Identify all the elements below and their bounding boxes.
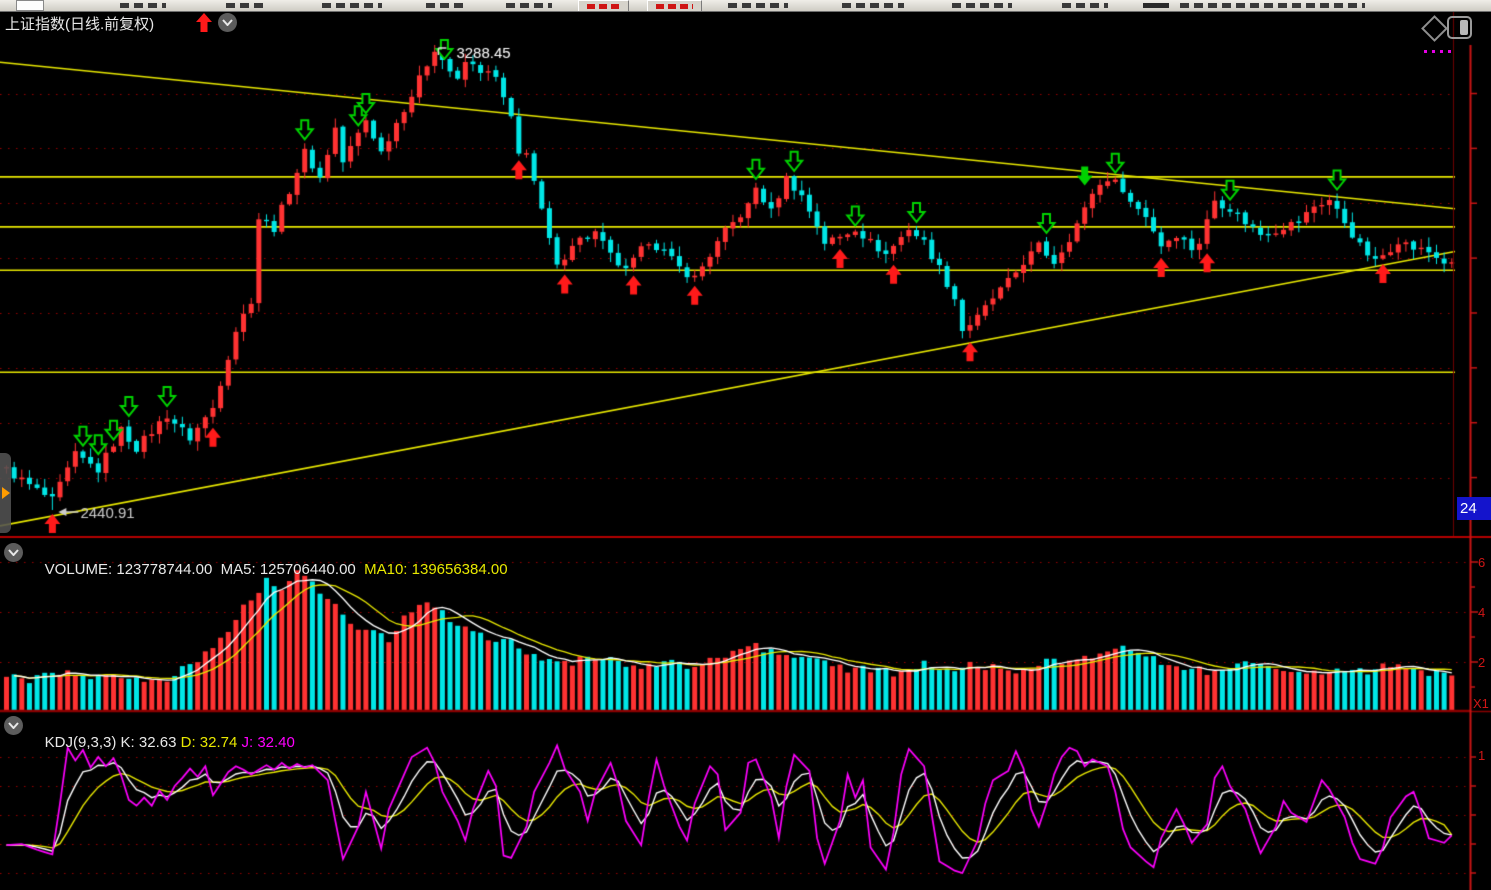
left-panel-expander[interactable] — [0, 453, 11, 533]
toolbar-button-fragment[interactable] — [647, 0, 702, 11]
kdj-collapse-button[interactable] — [4, 716, 23, 735]
chart-title: 上证指数(日线.前复权) — [5, 16, 155, 33]
kdj-header: KDJ(9,3,3) K: 32.63 D: 32.74 J: 32.40 — [28, 717, 295, 768]
kdj-title: KDJ(9,3,3) — [44, 734, 117, 751]
volume-header: VOLUME: 123778744.00 MA5: 125706440.00 M… — [28, 544, 508, 595]
kdj-j-value: J: 32.40 — [241, 734, 295, 751]
menu-item-fragment[interactable] — [1062, 3, 1108, 8]
volume-collapse-button[interactable] — [4, 543, 23, 562]
kdj-k-value: K: 32.63 — [120, 734, 177, 751]
chevron-down-icon — [8, 722, 19, 729]
menu-item-fragment[interactable] — [322, 3, 382, 8]
menu-item-fragment[interactable] — [426, 3, 468, 8]
more-dots-icon[interactable] — [1424, 40, 1456, 58]
volume-value: VOLUME: 123778744.00 — [44, 561, 213, 578]
kdj-d-value: D: 32.74 — [180, 734, 238, 751]
toolbar-text-fragment — [1180, 3, 1365, 8]
menu-item-fragment[interactable] — [842, 3, 904, 8]
menu-item-fragment[interactable] — [506, 3, 552, 8]
volume-axis-label: 2 — [1478, 655, 1486, 670]
kdj-axis-label: 1 — [1478, 748, 1486, 763]
trend-up-arrow-icon — [196, 13, 212, 32]
menu-item-fragment[interactable] — [952, 3, 1012, 8]
expand-right-icon — [2, 487, 10, 499]
chevron-down-icon — [222, 19, 233, 26]
menu-item-fragment[interactable] — [728, 3, 788, 8]
menu-item-fragment[interactable] — [120, 3, 166, 8]
menu-item-fragment[interactable] — [226, 3, 268, 8]
volume-ma5: MA5: 125706440.00 — [220, 561, 356, 578]
chevron-down-icon — [8, 549, 19, 556]
volume-axis-label: 4 — [1478, 605, 1486, 620]
toolbar-button-fragment[interactable] — [578, 0, 629, 11]
volume-axis-label: 6 — [1478, 555, 1486, 570]
toolbar-icon-fragment — [1143, 3, 1169, 8]
volume-ma10: MA10: 139656384.00 — [364, 561, 508, 578]
side-panel-toggle-icon[interactable] — [1447, 16, 1472, 39]
top-menu-bar — [0, 0, 1491, 12]
volume-axis-multiplier: X1 — [1473, 696, 1489, 711]
axis-price-badge: 24 — [1457, 497, 1491, 520]
app-logo-fragment — [16, 0, 44, 11]
chart-collapse-button[interactable] — [218, 13, 237, 32]
